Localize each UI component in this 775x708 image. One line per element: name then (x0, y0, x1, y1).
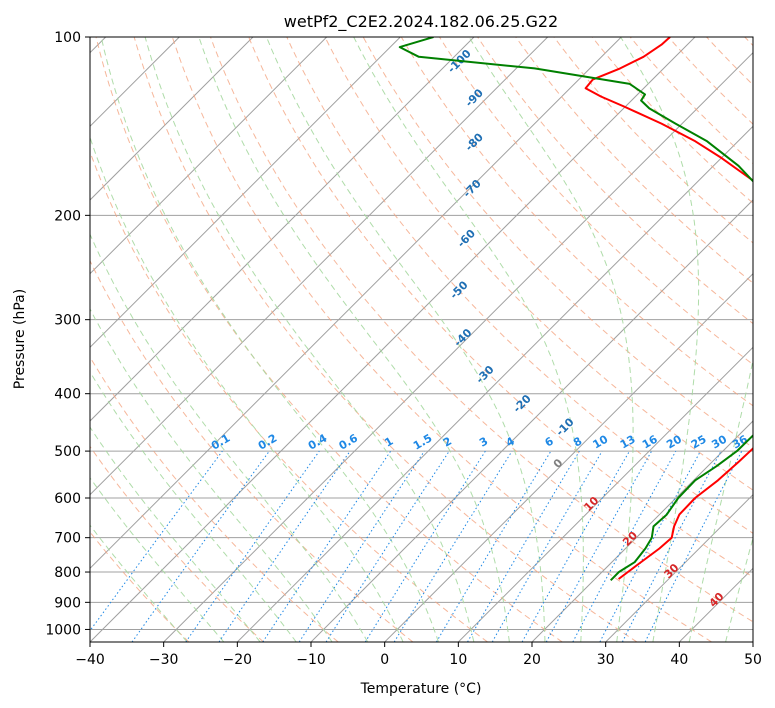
mixing-ratio-line (393, 450, 513, 642)
moist-adiabat-line (688, 358, 753, 642)
isotherm-line (457, 346, 753, 642)
profile-series (398, 37, 753, 582)
x-axis-ticks: −40 −30 −20 −10 0 10 20 30 40 50 (75, 642, 762, 668)
dry-adiabat-line (400, 37, 753, 407)
isotherm-line (531, 420, 753, 642)
moist-adiabat-line (90, 370, 297, 642)
dry-adiabat-line (133, 37, 638, 642)
dry-adiabat-line (438, 37, 753, 366)
y-axis-label: Pressure (hPa) (12, 289, 28, 389)
plot-area (90, 37, 753, 642)
isotherm-line (90, 37, 622, 570)
x-tick-label: −20 (223, 652, 253, 668)
isotherm-line (90, 37, 475, 422)
x-tick-label: 40 (670, 652, 688, 668)
dry-adiabat-line (90, 259, 414, 642)
y-tick-label: 600 (54, 491, 81, 507)
moist-adiabat-line (90, 308, 333, 642)
dry-adiabat-line (629, 37, 753, 165)
mixing-ratio-line (545, 450, 653, 642)
x-tick-label: −10 (296, 652, 326, 668)
dry-adiabat-line (362, 37, 753, 449)
mixing-ratio-line (325, 450, 450, 642)
isotherm-line (163, 51, 753, 642)
moist-adiabat-line (198, 37, 510, 642)
moist-adiabat-line (90, 135, 404, 642)
x-tick-label: 20 (523, 652, 541, 668)
isotherm-line (605, 493, 753, 642)
dry-adiabat-line (95, 37, 563, 642)
x-tick-label: 10 (449, 652, 467, 668)
y-tick-label: 200 (54, 208, 81, 224)
y-tick-label: 500 (54, 444, 81, 460)
x-tick-label: 30 (597, 652, 615, 668)
moist-adiabat-line (353, 37, 584, 642)
plot-frame (89, 36, 754, 643)
moist-adiabat-line (90, 233, 369, 642)
y-tick-label: 700 (54, 531, 81, 547)
dry-adiabat-line (248, 37, 753, 578)
y-tick-label: 800 (54, 565, 81, 581)
moist-adiabat-line (100, 37, 439, 642)
dewpoint-profile-line (398, 37, 753, 582)
moist-adiabat-line (90, 524, 188, 642)
chart-title: wetPf2_C2E2.2024.182.06.25.G22 (284, 12, 558, 32)
mixing-ratio-line (218, 450, 351, 642)
isotherm-line (384, 272, 753, 642)
x-axis-label: Temperature (°C) (360, 681, 482, 697)
y-tick-label: 300 (54, 313, 81, 329)
dry-adiabat-line (171, 37, 712, 642)
temperature-profile-line (584, 37, 753, 580)
x-tick-label: −30 (149, 652, 179, 668)
dry-adiabat-line (286, 37, 753, 534)
isotherm-line (236, 125, 753, 642)
dry-adiabat-line (553, 37, 753, 244)
mixing-ratio-line (262, 450, 392, 642)
y-tick-label: 1000 (45, 622, 81, 638)
mixing-ratio-line (644, 450, 743, 642)
moist-adiabat-line (725, 536, 753, 642)
y-axis-ticks: 100 200 300 400 500 600 700 800 900 1000 (45, 30, 90, 638)
dry-adiabat-line (90, 445, 264, 642)
x-tick-label: 50 (744, 652, 762, 668)
mixing-ratio-line (90, 450, 223, 632)
isotherm-line (90, 37, 549, 496)
background-lines (90, 37, 753, 642)
moist-adiabat-line (144, 37, 475, 642)
isotherm-line (90, 37, 328, 275)
x-tick-label: −40 (75, 652, 105, 668)
y-tick-label: 400 (54, 387, 81, 403)
mixing-ratio-line (572, 450, 677, 642)
isotherm-line (90, 37, 696, 642)
isotherm-line (90, 37, 401, 349)
mixing-ratio-line (131, 450, 270, 642)
mixing-ratio-line (185, 450, 320, 642)
dry-adiabat-line (477, 37, 753, 325)
moist-adiabat-line (620, 37, 700, 642)
moist-adiabat-line (90, 476, 225, 642)
mixing-ratio-line (298, 450, 425, 642)
moist-adiabat-line (90, 426, 261, 642)
x-tick-label: 0 (380, 652, 389, 668)
y-tick-label: 100 (54, 30, 81, 46)
isotherm-line (90, 37, 254, 201)
mixing-ratio-line (521, 450, 630, 642)
moist-adiabat-line (266, 37, 546, 642)
dry-adiabat-line (90, 150, 488, 642)
y-tick-label: 900 (54, 595, 81, 611)
